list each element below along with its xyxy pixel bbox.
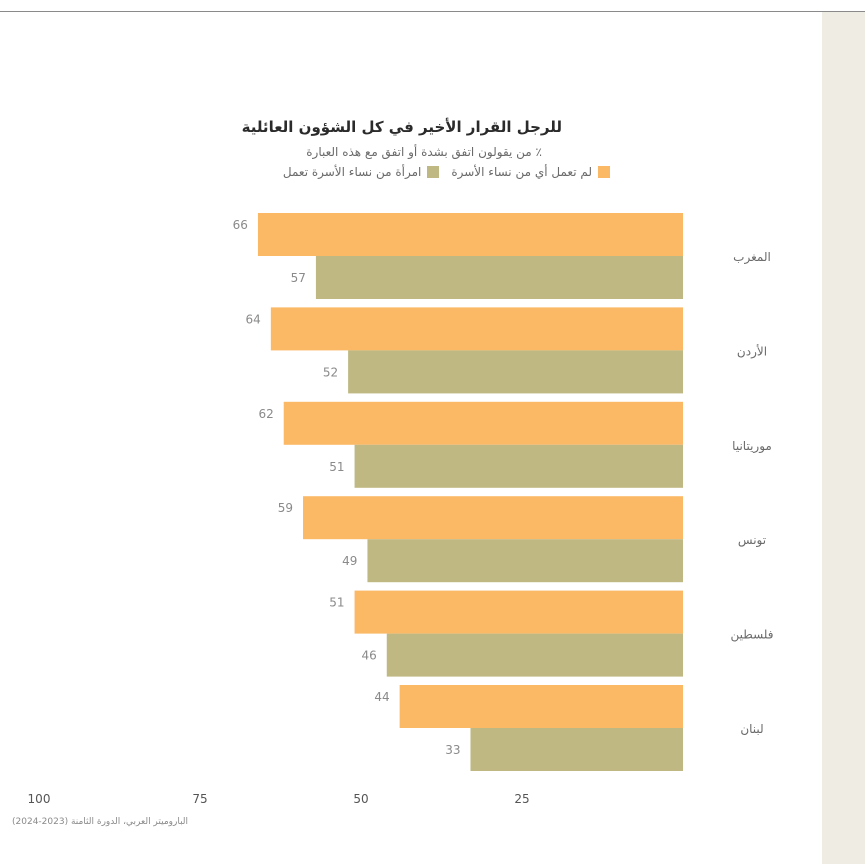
chart-subtitle: ٪ من يقولون اتفق بشدة أو اتفق مع هذه الع… bbox=[306, 145, 542, 159]
x-tick-label: 25 bbox=[514, 792, 529, 806]
bar-value-label: 51 bbox=[329, 460, 344, 474]
bar-orange bbox=[283, 401, 683, 445]
legend-swatch-olive bbox=[427, 166, 440, 178]
bar-olive bbox=[470, 728, 683, 771]
bar-value-label: 49 bbox=[342, 554, 357, 568]
bar-orange bbox=[257, 213, 683, 256]
chart-title: للرجل القرار الأخير في كل الشؤون العائلي… bbox=[241, 118, 562, 136]
bar-orange bbox=[270, 307, 683, 351]
chart-legend: لم تعمل أي من نساء الأسرة امرأة من نساء … bbox=[271, 165, 610, 179]
x-tick-label: 75 bbox=[192, 792, 207, 806]
legend-label: امرأة من نساء الأسرة تعمل bbox=[282, 165, 422, 179]
bar-value-label: 44 bbox=[374, 690, 389, 704]
category-label: لبنان bbox=[740, 722, 763, 736]
source-note: الباروميتر العربي، الدورة الثامنة (2023-… bbox=[12, 817, 189, 827]
bar-value-label: 62 bbox=[258, 407, 273, 421]
category-label: فلسطين bbox=[730, 628, 773, 643]
category-label: الأردن bbox=[737, 343, 767, 359]
legend-item-no-working-women: لم تعمل أي من نساء الأسرة bbox=[451, 165, 610, 179]
bar-value-label: 59 bbox=[278, 501, 293, 515]
x-tick-label: 100 bbox=[28, 792, 51, 806]
bar-value-label: 64 bbox=[246, 312, 261, 326]
x-tick-label: 50 bbox=[353, 792, 368, 806]
category-label: المغرب bbox=[733, 250, 771, 265]
bar-orange bbox=[399, 685, 683, 728]
legend-item-working-woman: امرأة من نساء الأسرة تعمل bbox=[282, 165, 440, 179]
bar-olive bbox=[386, 633, 683, 677]
side-panel bbox=[822, 12, 865, 864]
legend-label: لم تعمل أي من نساء الأسرة bbox=[451, 165, 592, 179]
category-label: تونس bbox=[738, 533, 766, 548]
top-divider bbox=[0, 11, 865, 12]
bar-value-label: 57 bbox=[291, 271, 306, 285]
bar-value-label: 66 bbox=[233, 218, 248, 232]
bar-olive bbox=[348, 350, 683, 394]
bar-orange bbox=[303, 496, 683, 540]
bar-orange bbox=[354, 590, 683, 634]
bar-olive bbox=[315, 256, 683, 299]
bar-olive bbox=[354, 444, 683, 488]
bar-olive bbox=[367, 539, 683, 583]
bar-value-label: 52 bbox=[323, 365, 338, 379]
category-label: موريتانيا bbox=[732, 439, 772, 454]
legend-swatch-orange bbox=[598, 166, 610, 178]
bar-value-label: 46 bbox=[361, 649, 376, 663]
bar-value-label: 51 bbox=[329, 596, 344, 610]
bar-value-label: 33 bbox=[445, 743, 460, 757]
